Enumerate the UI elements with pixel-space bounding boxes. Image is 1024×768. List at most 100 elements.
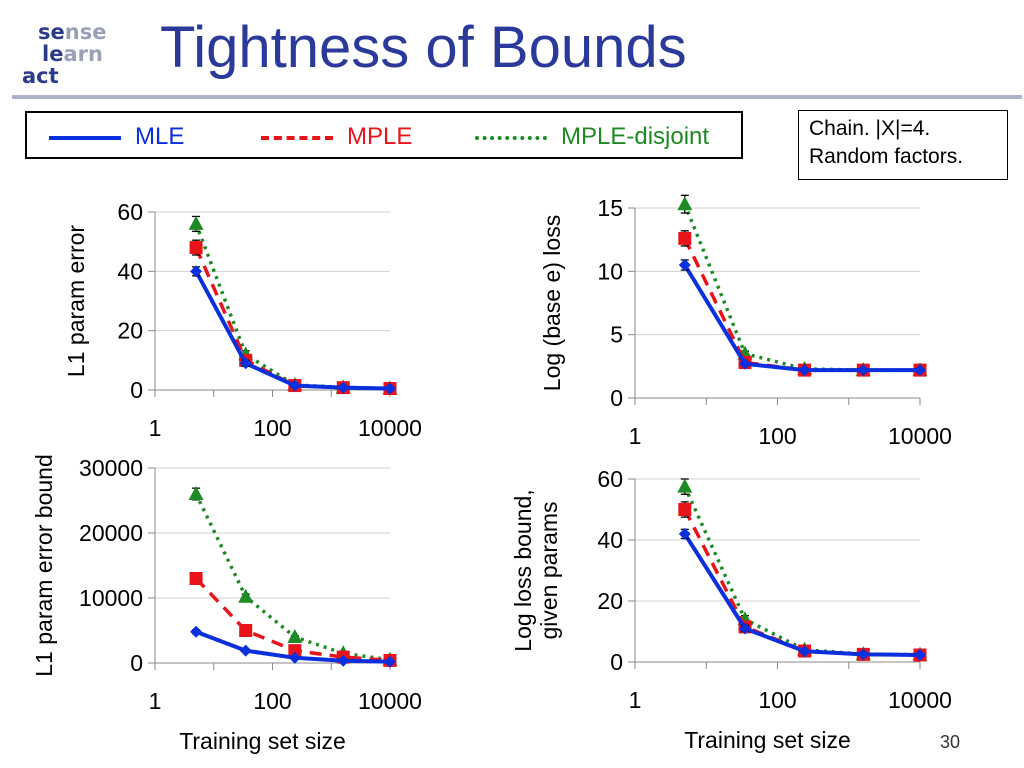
- data-point-diamond: [337, 654, 350, 667]
- data-point-square: [189, 241, 203, 255]
- title-divider: [12, 95, 1022, 99]
- data-point-triangle: [677, 196, 693, 211]
- data-point-diamond: [190, 265, 203, 278]
- x-tick-label: 10000: [888, 423, 952, 449]
- y-tick-label: 20: [117, 318, 143, 344]
- data-point-square: [189, 572, 203, 585]
- series-mle: [678, 527, 926, 661]
- data-point-diamond: [914, 364, 926, 377]
- data-point-diamond: [798, 645, 811, 658]
- y-axis-label-line: Log loss bound,: [510, 489, 536, 651]
- logo-text: act: [22, 64, 59, 88]
- data-point-diamond: [678, 527, 691, 540]
- data-point-diamond: [678, 259, 691, 271]
- x-tick-label: 1: [149, 688, 162, 714]
- y-tick-label: 15: [597, 195, 623, 221]
- x-tick-label: 100: [758, 687, 796, 713]
- series-mple: [189, 572, 397, 667]
- y-axis-label: L1 param error bound: [31, 454, 57, 676]
- data-point-diamond: [914, 648, 926, 661]
- legend-label: MPLE-disjoint: [561, 123, 710, 150]
- y-tick-label: 0: [610, 649, 623, 675]
- x-axis-label: Training set size: [179, 728, 346, 754]
- chart-2: 0 5 10 15 1 100 10000 Log (base e) loss: [539, 194, 952, 449]
- y-tick-label: 40: [117, 258, 143, 284]
- legend-item-mple-disjoint: MPLE-disjoint: [475, 121, 745, 151]
- y-tick-label: 20000: [79, 520, 143, 546]
- y-tick-label: 5: [610, 322, 623, 348]
- slide-title: Tightness of Bounds: [160, 15, 687, 80]
- series-line: [683, 508, 921, 657]
- series-mle: [678, 259, 926, 377]
- data-point-diamond: [384, 382, 396, 395]
- logo-text: arn: [63, 42, 103, 66]
- y-tick-label: 40: [597, 527, 623, 553]
- data-point-triangle: [188, 486, 204, 500]
- series-mle: [190, 625, 396, 668]
- series-line: [683, 485, 921, 657]
- y-tick-label: 30000: [79, 455, 143, 481]
- y-axis-label-line: Log (base e) loss: [539, 215, 565, 391]
- data-point-triangle: [677, 478, 693, 493]
- data-point-triangle: [238, 588, 254, 603]
- series-line: [683, 532, 921, 657]
- data-point-diamond: [857, 364, 870, 377]
- data-point-diamond: [384, 655, 396, 668]
- y-tick-label: 10000: [79, 585, 143, 611]
- data-point-square: [678, 231, 692, 245]
- legend-swatch: [261, 136, 333, 140]
- x-tick-label: 100: [253, 688, 291, 714]
- x-axis-label: Training set size: [684, 727, 851, 753]
- x-tick-label: 10000: [358, 688, 422, 714]
- logo: sense learn act: [20, 22, 120, 92]
- y-tick-label: 60: [597, 466, 623, 492]
- series-mle: [190, 265, 396, 395]
- chart-4: 0 20 40 60 1 100 10000 Log loss bound,given par…: [510, 466, 952, 753]
- legend-label: MPLE: [347, 123, 413, 150]
- data-point-square: [239, 624, 253, 637]
- series-mple: [678, 230, 927, 377]
- series-line: [683, 203, 920, 372]
- logo-text: se: [38, 20, 65, 44]
- chart-legend: MLE MPLE MPLE-disjoint: [25, 111, 743, 159]
- data-point-diamond: [239, 644, 252, 657]
- logo-text: nse: [64, 20, 107, 44]
- x-tick-label: 1: [629, 687, 642, 713]
- series-line: [194, 246, 391, 391]
- note-line: Chain. |X|=4.: [809, 117, 931, 140]
- legend-swatch: [475, 136, 547, 140]
- x-tick-label: 1: [149, 415, 162, 441]
- x-tick-label: 1: [629, 423, 642, 449]
- data-point-square: [288, 644, 302, 658]
- data-point-diamond: [239, 357, 252, 370]
- legend-item-mple: MPLE: [261, 121, 481, 151]
- legend-swatch: [49, 136, 121, 140]
- note-line: Random factors.: [809, 145, 964, 168]
- data-point-diamond: [798, 364, 811, 377]
- series-line: [683, 237, 920, 372]
- x-tick-label: 10000: [358, 415, 422, 441]
- page-number: 30: [940, 732, 961, 752]
- y-axis-label: L1 param error: [63, 225, 89, 377]
- data-point-diamond: [190, 625, 203, 638]
- data-point-square: [678, 503, 692, 516]
- legend-item-mle: MLE: [49, 121, 249, 151]
- x-tick-label: 100: [758, 423, 796, 449]
- y-tick-label: 10: [597, 258, 623, 284]
- series-line: [194, 270, 391, 391]
- y-axis-label: Log (base e) loss: [539, 215, 565, 391]
- series-line: [683, 263, 920, 373]
- data-point-diamond: [288, 379, 301, 392]
- y-tick-label: 0: [130, 650, 143, 676]
- y-tick-label: 0: [610, 385, 623, 411]
- y-tick-label: 0: [130, 377, 143, 403]
- data-point-triangle: [188, 215, 204, 230]
- data-point-diamond: [739, 357, 752, 370]
- y-tick-label: 60: [117, 199, 143, 225]
- data-point-diamond: [337, 381, 350, 394]
- x-tick-label: 10000: [888, 687, 952, 713]
- legend-label: MLE: [135, 123, 185, 150]
- chart-1: 0 20 40 60 1 100 10000 L1 param error: [63, 199, 422, 441]
- note-box: Chain. |X|=4. Random factors.: [798, 110, 1008, 180]
